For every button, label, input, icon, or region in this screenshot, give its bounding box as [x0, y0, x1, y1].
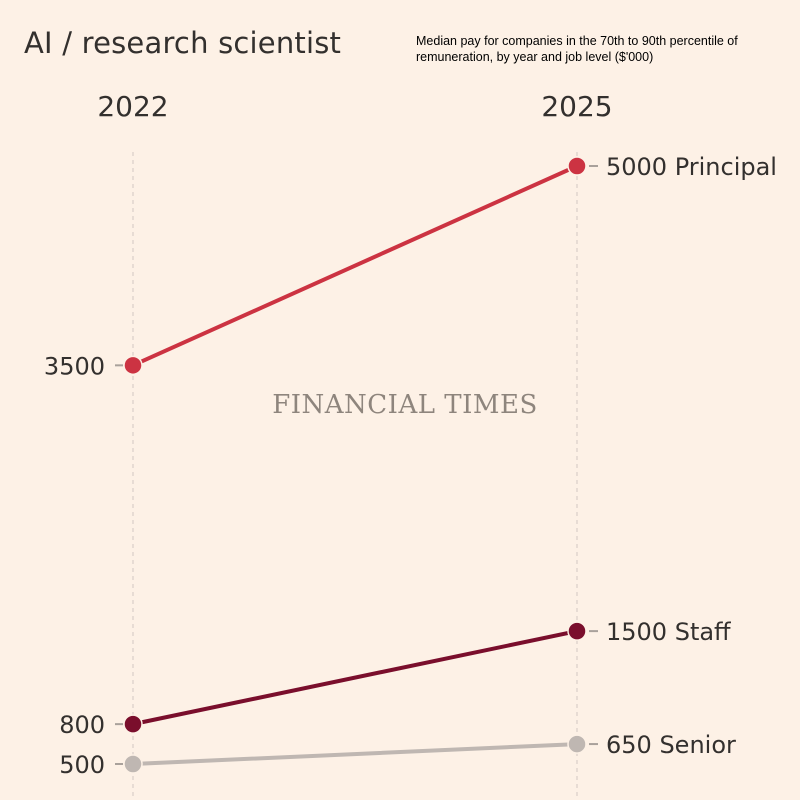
data-point-senior-2025: [567, 734, 587, 754]
end-value-label-staff: 1500 Staff: [606, 618, 731, 646]
end-value-label-principal: 5000 Principal: [606, 153, 777, 181]
data-point-staff-2025: [567, 621, 587, 641]
year-label-2022: 2022: [97, 90, 168, 123]
series-line-principal: [131, 164, 579, 368]
data-point-principal-2022: [123, 355, 143, 376]
chart-title: AI / research scientist: [24, 26, 342, 60]
series-line-senior: [131, 742, 579, 766]
watermark: FINANCIAL TIMES: [272, 390, 538, 420]
series-line-staff: [131, 629, 579, 727]
data-point-senior-2022: [123, 754, 143, 774]
data-point-principal-2025: [567, 156, 587, 176]
end-value-label-senior: 650 Senior: [606, 731, 736, 759]
chart-subtitle: Median pay for companies in the 70th to …: [416, 34, 738, 64]
start-value-label-senior: 500: [59, 751, 105, 779]
start-value-label-principal: 3500: [44, 352, 105, 380]
start-value-label-staff: 800: [59, 711, 105, 739]
data-point-staff-2022: [123, 714, 143, 734]
year-label-2025: 2025: [541, 90, 612, 123]
